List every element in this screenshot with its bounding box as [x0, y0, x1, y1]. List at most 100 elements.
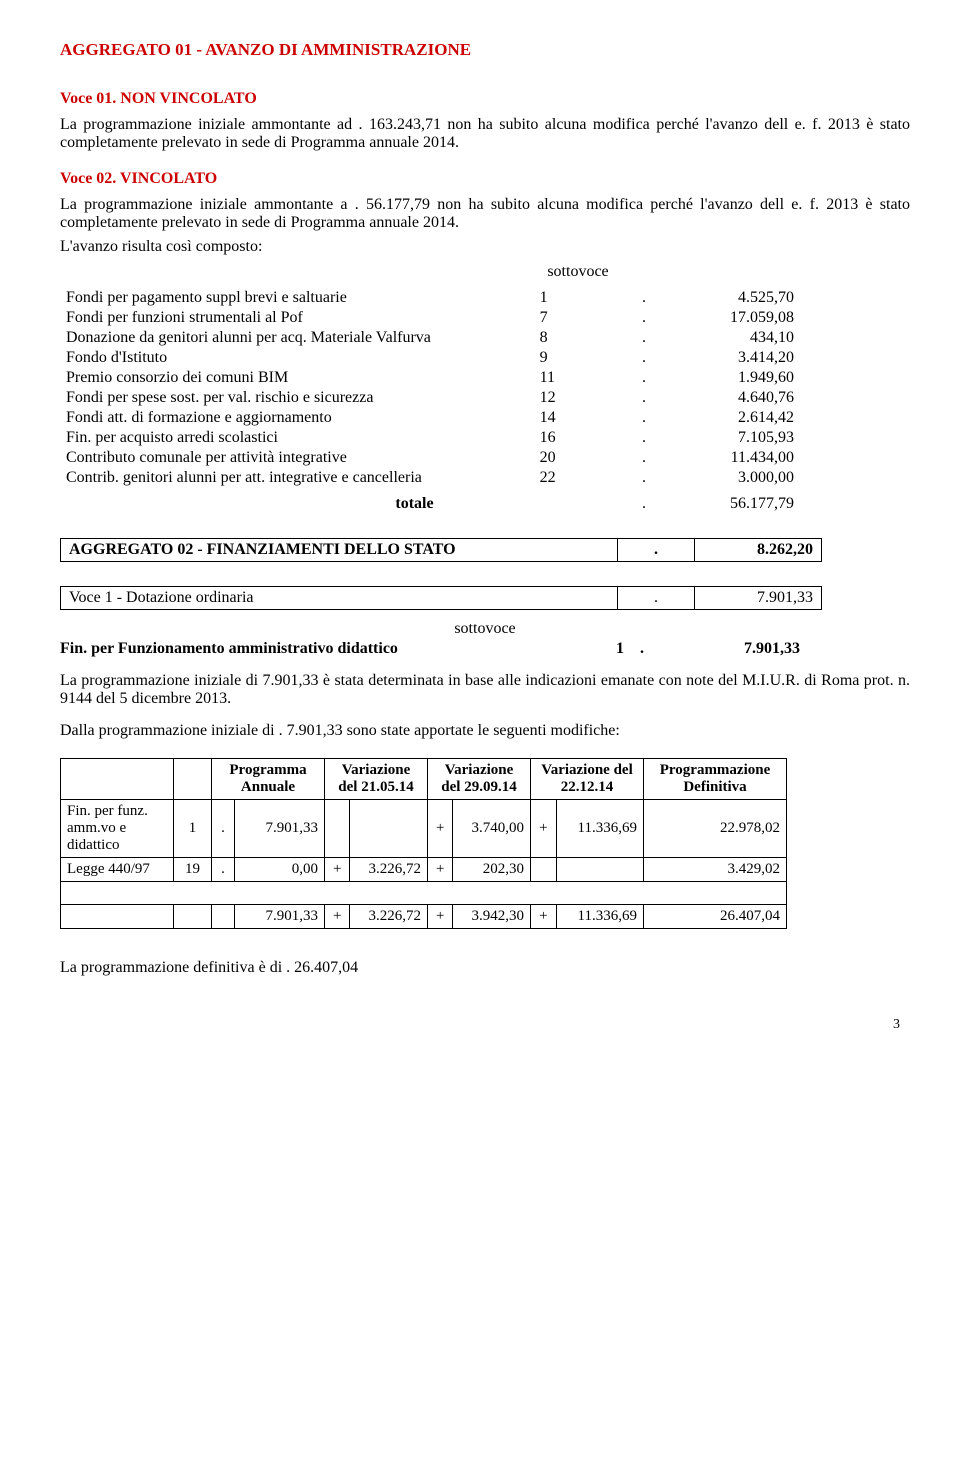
tot-s1: + [325, 905, 350, 929]
row-desc: Fondo d'Istituto [60, 348, 534, 368]
vr-v3: 11.336,69 [556, 800, 643, 858]
vr-pa: 0,00 [235, 858, 325, 882]
table-row: Premio consorzio dei comuni BIM 11 . 1.9… [60, 368, 800, 388]
hdr-def: Programmazione Definitiva [644, 759, 787, 800]
agg02-cur: . [618, 539, 695, 562]
page-title: AGGREGATO 01 - AVANZO DI AMMINISTRAZIONE [60, 40, 910, 60]
row-desc: Fondi per pagamento suppl brevi e saltua… [60, 288, 534, 308]
vr-def: 22.978,02 [644, 800, 787, 858]
vr-desc: Fin. per funz. amm.vo e didattico [61, 800, 174, 858]
hdr-prog: Programma Annuale [212, 759, 325, 800]
para2: Dalla programmazione iniziale di . 7.901… [60, 722, 910, 740]
table-row: Fondi att. di formazione e aggiornamento… [60, 408, 800, 428]
vr-desc: Legge 440/97 [61, 858, 174, 882]
tot-pa: 7.901,33 [235, 905, 325, 929]
row-cur: . [622, 348, 652, 368]
fin-val: 7.901,33 [680, 640, 800, 658]
row-cur: . [622, 368, 652, 388]
vr-cur: . [212, 800, 235, 858]
row-val: 4.640,76 [652, 388, 800, 408]
fin-line: Fin. per Funzionamento amministrativo di… [60, 640, 800, 658]
voce02-head: Voce 02. VINCOLATO [60, 170, 910, 188]
table-row: Fondi per funzioni strumentali al Pof 7 … [60, 308, 800, 328]
row-num: 20 [534, 448, 623, 468]
voce1-box: Voce 1 - Dotazione ordinaria . 7.901,33 [60, 586, 822, 610]
tot-s3: + [531, 905, 557, 929]
vr-s3 [531, 858, 557, 882]
table-row: Fondi per pagamento suppl brevi e saltua… [60, 288, 800, 308]
row-num: 8 [534, 328, 623, 348]
row-cur: . [622, 288, 652, 308]
tot-v3: 11.336,69 [556, 905, 643, 929]
hdr-v3: Variazione del 22.12.14 [531, 759, 644, 800]
row-val: 2.614,42 [652, 408, 800, 428]
tot-v1: 3.226,72 [350, 905, 428, 929]
row-cur: . [622, 468, 652, 488]
row-val: 11.434,00 [652, 448, 800, 468]
composition-rows: Fondi per pagamento suppl brevi e saltua… [60, 288, 800, 488]
vr-v2: 3.740,00 [453, 800, 531, 858]
hdr-v2: Variazione del 29.09.14 [428, 759, 531, 800]
row-val: 7.105,93 [652, 428, 800, 448]
vr-v1 [350, 800, 428, 858]
hdr-v1: Variazione del 21.05.14 [325, 759, 428, 800]
sottovoce-label: sottovoce [534, 262, 623, 282]
row-num: 16 [534, 428, 623, 448]
row-cur: . [622, 448, 652, 468]
composition-table: sottovoce [60, 262, 800, 282]
vr-n: 1 [174, 800, 212, 858]
row-val: 434,10 [652, 328, 800, 348]
row-val: 17.059,08 [652, 308, 800, 328]
vr-v3 [556, 858, 643, 882]
tot-v2: 3.942,30 [453, 905, 531, 929]
vr-v1: 3.226,72 [350, 858, 428, 882]
row-val: 3.414,20 [652, 348, 800, 368]
voce1-label: Voce 1 - Dotazione ordinaria [61, 587, 618, 610]
row-num: 1 [534, 288, 623, 308]
page-number: 3 [60, 1017, 910, 1033]
agg02-label: AGGREGATO 02 - FINANZIAMENTI DELLO STATO [61, 539, 618, 562]
totale-val: 56.177,79 [652, 494, 800, 514]
row-desc: Fondi per funzioni strumentali al Pof [60, 308, 534, 328]
vr-s1: + [325, 858, 350, 882]
aggregato02-box: AGGREGATO 02 - FINANZIAMENTI DELLO STATO… [60, 538, 822, 562]
vr-pa: 7.901,33 [235, 800, 325, 858]
voce02-text1: La programmazione iniziale ammontante a … [60, 196, 910, 232]
composition-total: totale . 56.177,79 [60, 494, 800, 514]
vr-n: 19 [174, 858, 212, 882]
var-total-row: 7.901,33 +3.226,72 +3.942,30 +11.336,69 … [61, 905, 787, 929]
row-cur: . [622, 428, 652, 448]
para1: La programmazione iniziale di 7.901,33 è… [60, 672, 910, 708]
var-spacer [61, 882, 787, 905]
row-desc: Fin. per acquisto arredi scolastici [60, 428, 534, 448]
table-row: Contrib. genitori alunni per att. integr… [60, 468, 800, 488]
variation-table: Programma Annuale Variazione del 21.05.1… [60, 758, 787, 929]
row-cur: . [622, 408, 652, 428]
fin-desc: Fin. per Funzionamento amministrativo di… [60, 640, 600, 658]
row-desc: Fondi per spese sost. per val. rischio e… [60, 388, 534, 408]
row-num: 22 [534, 468, 623, 488]
row-desc: Donazione da genitori alunni per acq. Ma… [60, 328, 534, 348]
agg02-val: 8.262,20 [695, 539, 822, 562]
voce01-text: La programmazione iniziale ammontante ad… [60, 116, 910, 152]
table-row: Fondi per spese sost. per val. rischio e… [60, 388, 800, 408]
tot-s2: + [428, 905, 453, 929]
vr-cur: . [212, 858, 235, 882]
row-num: 7 [534, 308, 623, 328]
table-row: Legge 440/97 19 . 0,00 + 3.226,72 + 202,… [61, 858, 787, 882]
row-desc: Contrib. genitori alunni per att. integr… [60, 468, 534, 488]
vr-s2: + [428, 858, 453, 882]
fin-cur: . [640, 640, 680, 658]
row-num: 12 [534, 388, 623, 408]
vr-s3: + [531, 800, 557, 858]
row-desc: Contributo comunale per attività integra… [60, 448, 534, 468]
row-val: 4.525,70 [652, 288, 800, 308]
var-header-row: Programma Annuale Variazione del 21.05.1… [61, 759, 787, 800]
vr-v2: 202,30 [453, 858, 531, 882]
row-cur: . [622, 388, 652, 408]
table-row: Fin. per acquisto arredi scolastici 16 .… [60, 428, 800, 448]
voce01-head: Voce 01. NON VINCOLATO [60, 90, 910, 108]
table-row: Fin. per funz. amm.vo e didattico 1 . 7.… [61, 800, 787, 858]
row-val: 3.000,00 [652, 468, 800, 488]
table-row: Contributo comunale per attività integra… [60, 448, 800, 468]
